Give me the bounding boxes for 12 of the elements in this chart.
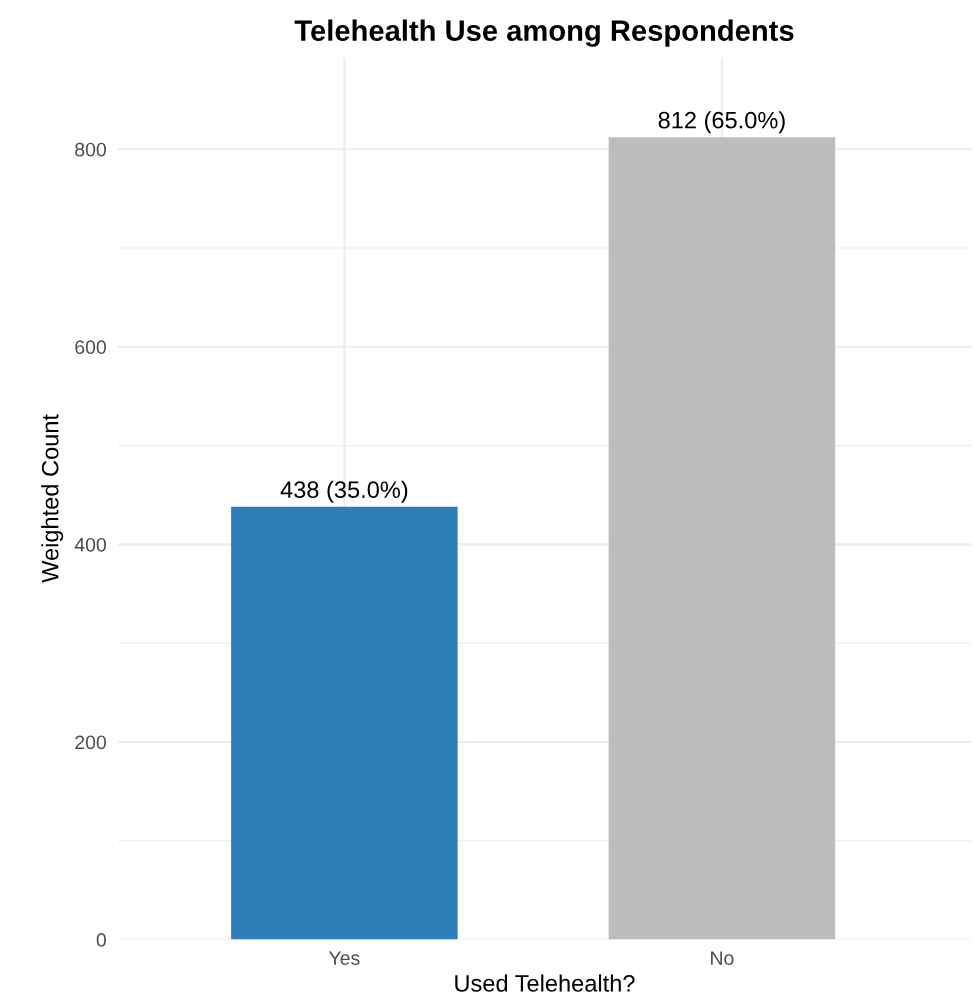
- chart-title: Telehealth Use among Respondents: [294, 19, 794, 47]
- data-label: 812 (65.0%): [658, 111, 785, 134]
- y-axis-title: Weighted Count: [41, 414, 64, 583]
- data-label: 438 (35.0%): [280, 480, 408, 503]
- y-tick-label: 800: [75, 142, 106, 157]
- y-tick-label: 0: [96, 933, 106, 947]
- y-tick-label: 200: [75, 735, 106, 750]
- x-tick-label: Yes: [328, 951, 360, 965]
- x-axis-title: Used Telehealth?: [455, 974, 635, 992]
- y-tick-label: 600: [75, 340, 106, 355]
- y-tick-label: 400: [74, 537, 106, 552]
- x-tick-label: No: [711, 951, 734, 965]
